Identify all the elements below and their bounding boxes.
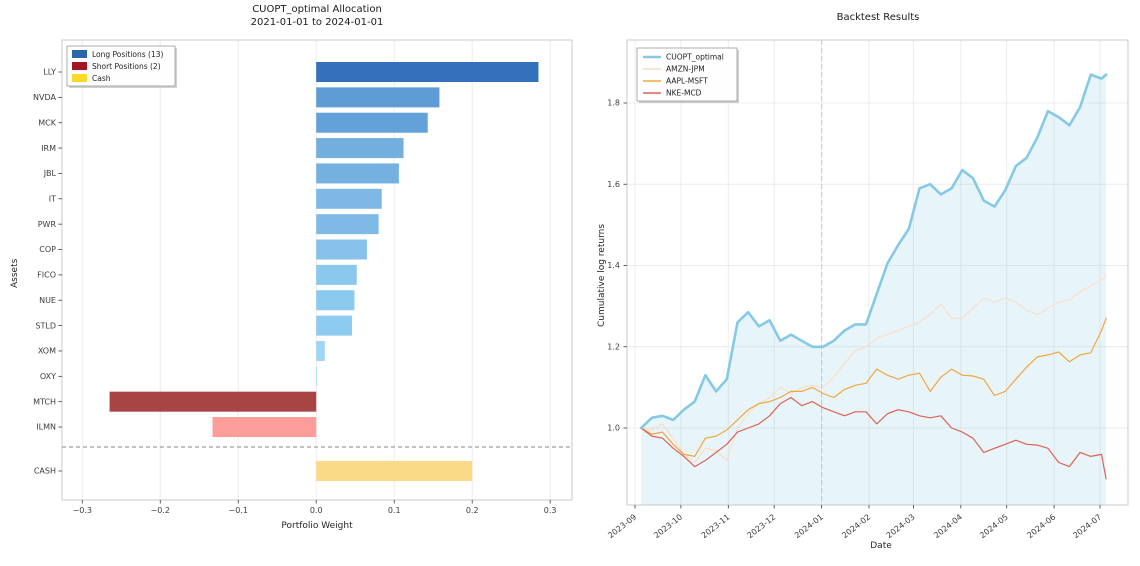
- allocation-title: CUOPT_optimal Allocation: [252, 4, 382, 15]
- legend-swatch-2: [72, 74, 87, 82]
- ytick-PWR: PWR: [38, 220, 57, 229]
- svg-text:0.1: 0.1: [388, 506, 401, 515]
- svg-text:2024-02: 2024-02: [840, 512, 872, 540]
- series-line-AAPL-MSFT: [640, 317, 1107, 457]
- ytick-IT: IT: [49, 195, 56, 204]
- svg-text:−0.3: −0.3: [73, 506, 92, 515]
- svg-text:1.8: 1.8: [607, 99, 620, 108]
- ytick-OXY: OXY: [40, 372, 56, 381]
- ytick-FICO: FICO: [37, 271, 56, 280]
- series-line-NKE-MCD: [640, 396, 1107, 480]
- bar-OXY: [316, 366, 318, 387]
- ytick-NVDA: NVDA: [33, 93, 56, 102]
- area-fill-CUOPT_optimal: [641, 74, 1107, 505]
- svg-text:2024-03: 2024-03: [885, 512, 917, 540]
- ytick-MCK: MCK: [38, 118, 56, 127]
- series-line-AMZN-JPM: [640, 275, 1107, 464]
- legend-label-0: Long Positions (13): [92, 50, 163, 59]
- svg-text:2023-10: 2023-10: [652, 512, 684, 540]
- bar-CASH: [316, 461, 473, 481]
- legend-label-AAPL-MSFT: AAPL-MSFT: [666, 77, 708, 86]
- bar-JBL: [316, 163, 399, 184]
- svg-text:2024-06: 2024-06: [1025, 512, 1057, 540]
- allocation-legend: Long Positions (13) Short Positions (2) Ca…: [66, 45, 177, 88]
- bar-IT: [316, 188, 382, 209]
- bar-NVDA: [316, 87, 440, 108]
- ytick-MTCH: MTCH: [33, 397, 56, 406]
- legend-label-1: Short Positions (2): [92, 62, 161, 71]
- allocation-chart: LLY NVDA MCK IRM JBL IT PWR COP FICO NUE STLD XOM OX…: [33, 39, 573, 515]
- backtest-title: Backtest Results: [836, 12, 920, 23]
- bar-MTCH: [109, 391, 317, 412]
- svg-text:1.0: 1.0: [607, 424, 620, 433]
- bar-STLD: [316, 315, 353, 336]
- bar-ILMN: [212, 417, 317, 438]
- svg-text:1.4: 1.4: [607, 261, 620, 270]
- ytick-NUE: NUE: [39, 296, 56, 305]
- series-line-CUOPT_optimal: [639, 73, 1108, 430]
- bar-FICO: [316, 264, 357, 285]
- svg-text:2024-05: 2024-05: [978, 512, 1010, 540]
- ytick-LLY: LLY: [43, 68, 56, 77]
- bar-LLY: [316, 62, 539, 82]
- bar-COP: [316, 239, 367, 260]
- bar-PWR: [316, 214, 379, 235]
- svg-text:−0.1: −0.1: [229, 506, 248, 515]
- svg-text:0.0: 0.0: [310, 506, 323, 515]
- allocation-subtitle: 2021-01-01 to 2024-01-01: [250, 17, 384, 28]
- ytick-JBL: JBL: [43, 169, 57, 178]
- bar-XOM: [316, 340, 325, 361]
- svg-text:0.2: 0.2: [466, 506, 479, 515]
- svg-text:2024-04: 2024-04: [932, 512, 964, 540]
- legend-label-AMZN-JPM: AMZN-JPM: [666, 65, 705, 74]
- backtest-chart: 1.0 1.2 1.4 1.6 1.8 2023-09 2023-10 2023-11 2023…: [606, 39, 1129, 540]
- legend-label-2: Cash: [92, 74, 111, 83]
- bar-NUE: [316, 290, 355, 311]
- ytick-COP: COP: [39, 245, 56, 254]
- ytick-IRM: IRM: [41, 144, 56, 153]
- svg-text:1.6: 1.6: [607, 180, 620, 189]
- ytick-ILMN: ILMN: [36, 423, 56, 432]
- allocation-xlabel: Portfolio Weight: [281, 521, 353, 531]
- svg-text:1.2: 1.2: [607, 342, 620, 351]
- svg-text:2023-12: 2023-12: [746, 512, 778, 540]
- bar-MCK: [316, 112, 428, 133]
- svg-text:2024-01: 2024-01: [793, 512, 825, 540]
- svg-text:2023-09: 2023-09: [606, 512, 638, 540]
- bar-IRM: [316, 138, 404, 159]
- ytick-STLD: STLD: [35, 321, 56, 330]
- backtest-legend: CUOPT_optimal AMZN-JPM AAPL-MSFT NKE-MCD: [636, 47, 739, 103]
- legend-label-CUOPT_optimal: CUOPT_optimal: [666, 53, 724, 62]
- ytick-CASH: CASH: [34, 467, 56, 476]
- backtest-ylabel: Cumulative log returns: [597, 223, 607, 327]
- legend-label-NKE-MCD: NKE-MCD: [666, 89, 702, 98]
- bars-group: [109, 62, 539, 481]
- svg-text:−0.2: −0.2: [151, 506, 170, 515]
- legend-swatch-0: [72, 50, 87, 58]
- legend-swatch-1: [72, 62, 87, 70]
- svg-text:2024-07: 2024-07: [1071, 512, 1103, 540]
- ytick-XOM: XOM: [38, 347, 56, 356]
- backtest-xlabel: Date: [870, 541, 892, 551]
- allocation-ylabel: Assets: [10, 258, 20, 288]
- svg-text:0.3: 0.3: [544, 506, 557, 515]
- svg-text:2023-11: 2023-11: [700, 512, 732, 540]
